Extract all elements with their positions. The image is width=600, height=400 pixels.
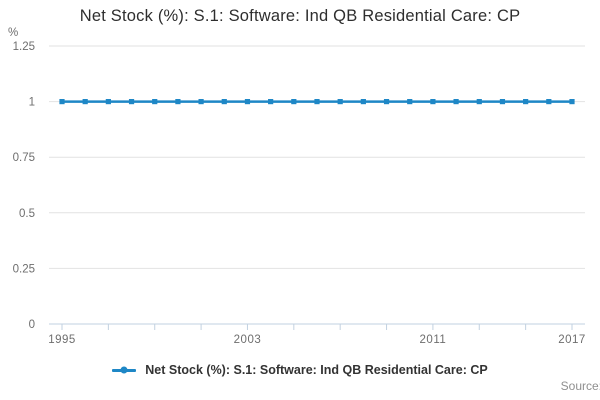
data-point-marker bbox=[82, 99, 88, 105]
y-tick-label: 1.25 bbox=[13, 41, 35, 53]
legend-label: Net Stock (%): S.1: Software: Ind QB Res… bbox=[145, 363, 488, 377]
y-tick-label: 0 bbox=[29, 319, 35, 331]
data-point-marker bbox=[152, 99, 158, 105]
data-point-marker bbox=[476, 99, 482, 105]
data-point-marker bbox=[244, 99, 251, 105]
data-point-marker bbox=[198, 99, 204, 105]
x-tick-label: 2011 bbox=[420, 334, 447, 346]
chart-title: Net Stock (%): S.1: Software: Ind QB Res… bbox=[79, 7, 521, 25]
x-tick-label: 1995 bbox=[48, 334, 76, 346]
legend: Net Stock (%): S.1: Software: Ind QB Res… bbox=[0, 363, 600, 377]
y-tick-label: 0.5 bbox=[19, 208, 35, 220]
y-axis-unit-label: % bbox=[8, 27, 19, 39]
x-tick-label: 2003 bbox=[234, 334, 262, 346]
source-label: Source: bbox=[560, 379, 600, 393]
y-tick-label: 0.75 bbox=[13, 152, 35, 164]
data-point-marker bbox=[268, 99, 274, 105]
data-point-marker bbox=[59, 99, 65, 105]
data-point-marker bbox=[337, 99, 343, 105]
data-point-marker bbox=[291, 99, 297, 105]
data-point-marker bbox=[360, 99, 366, 105]
data-point-marker bbox=[407, 99, 413, 105]
data-point-marker bbox=[453, 99, 459, 105]
data-point-marker bbox=[221, 99, 227, 105]
data-point-marker bbox=[314, 99, 320, 105]
data-point-marker bbox=[523, 99, 529, 105]
data-point-marker bbox=[569, 99, 575, 105]
data-point-marker bbox=[546, 99, 552, 105]
x-tick-label: 2017 bbox=[558, 334, 586, 346]
data-point-marker bbox=[430, 99, 436, 105]
data-point-marker bbox=[499, 99, 506, 105]
plot-area: 0 0.25 0.5 0.75 1 1.25 1995 2003 2011 2017 bbox=[13, 41, 586, 346]
legend-line-marker-icon bbox=[112, 368, 137, 372]
y-tick-label: 0.25 bbox=[13, 263, 35, 275]
data-point-marker bbox=[383, 99, 390, 105]
data-point-marker bbox=[105, 99, 111, 105]
data-point-marker bbox=[175, 99, 181, 105]
data-point-marker bbox=[128, 99, 135, 105]
y-tick-label: 1 bbox=[29, 97, 35, 109]
